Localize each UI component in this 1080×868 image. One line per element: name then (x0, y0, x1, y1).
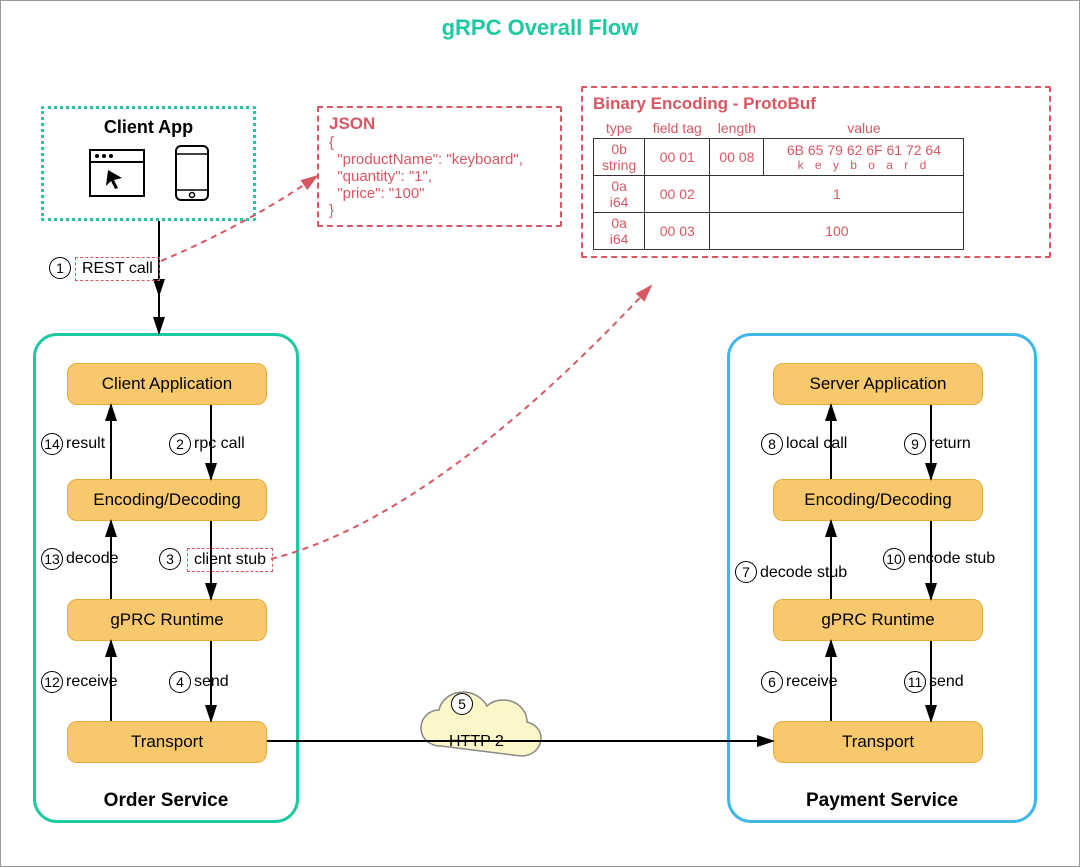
step-badge-12: 12 (41, 671, 63, 693)
step-badge-8: 8 (761, 433, 783, 455)
client-app-box: Client App (41, 106, 256, 221)
node-order-transport: Transport (67, 721, 267, 763)
step-badge-3: 3 (159, 548, 181, 570)
step-label-13: decode (66, 550, 119, 568)
json-line-4: } (329, 202, 550, 219)
client-app-label: Client App (60, 117, 237, 138)
step-badge-5: 5 (451, 693, 473, 715)
http2-label: HTTP 2 (449, 733, 504, 751)
pb-h-val: value (764, 118, 964, 139)
step-label-9: return (929, 435, 971, 453)
node-order-encdec: Encoding/Decoding (67, 479, 267, 521)
payment-service-label: Payment Service (730, 790, 1034, 812)
client-app-icons (60, 144, 237, 202)
diagram-title: gRPC Overall Flow (1, 15, 1079, 41)
pb-h-len: length (710, 118, 764, 139)
step-label-7: decode stub (760, 564, 847, 582)
pb-r1-val: 1 (710, 176, 964, 213)
step-label-11: send (929, 673, 964, 691)
diagram-canvas: gRPC Overall Flow Client App JSON { "pro… (0, 0, 1080, 867)
json-title: JSON (329, 114, 550, 134)
order-service-label: Order Service (36, 790, 296, 812)
protobuf-title: Binary Encoding - ProtoBuf (593, 94, 1039, 114)
step-badge-6: 6 (761, 671, 783, 693)
step-badge-13: 13 (41, 548, 63, 570)
json-line-2: "quantity": "1", (329, 168, 550, 185)
step-badge-7: 7 (735, 561, 757, 583)
node-order-runtime: gPRC Runtime (67, 599, 267, 641)
node-server-application: Server Application (773, 363, 983, 405)
json-line-1: "productName": "keyboard", (329, 151, 550, 168)
step-badge-10: 10 (883, 548, 905, 570)
pb-r2-type: 0a i64 (594, 213, 645, 250)
step-badge-4: 4 (169, 671, 191, 693)
step-label-4: send (194, 673, 229, 691)
pb-r1-type: 0a i64 (594, 176, 645, 213)
step-label-2: rpc call (194, 435, 245, 453)
node-client-application: Client Application (67, 363, 267, 405)
step-label-12: receive (66, 673, 118, 691)
json-line-0: { (329, 134, 550, 151)
node-pay-runtime: gPRC Runtime (773, 599, 983, 641)
step-label-3: client stub (187, 548, 273, 572)
step-label-14: result (66, 435, 105, 453)
step-label-6: receive (786, 673, 838, 691)
json-line-3: "price": "100" (329, 185, 550, 202)
pb-r0-type: 0b string (594, 139, 645, 176)
pb-h-type: type (594, 118, 645, 139)
step-label-1: REST call (75, 257, 160, 281)
step-badge-14: 14 (41, 433, 63, 455)
browser-icon (88, 148, 146, 198)
pb-r0-val: 6B 65 79 62 6F 61 72 64 k e y b o a r d (764, 139, 964, 176)
pb-r0-len: 00 08 (710, 139, 764, 176)
step-badge-11: 11 (904, 671, 926, 693)
phone-icon (174, 144, 210, 202)
step-badge-9: 9 (904, 433, 926, 455)
pb-r2-tag: 00 03 (645, 213, 710, 250)
step-badge-2: 2 (169, 433, 191, 455)
node-pay-encdec: Encoding/Decoding (773, 479, 983, 521)
node-pay-transport: Transport (773, 721, 983, 763)
step-label-8: local call (786, 435, 847, 453)
pb-r1-tag: 00 02 (645, 176, 710, 213)
pb-h-tag: field tag (645, 118, 710, 139)
json-box: JSON { "productName": "keyboard", "quant… (317, 106, 562, 227)
step-badge-1: 1 (49, 257, 71, 279)
protobuf-table: type field tag length value 0b string 00… (593, 118, 964, 250)
pb-r0-tag: 00 01 (645, 139, 710, 176)
protobuf-box: Binary Encoding - ProtoBuf type field ta… (581, 86, 1051, 258)
pb-r2-val: 100 (710, 213, 964, 250)
step-label-10: encode stub (908, 550, 995, 568)
